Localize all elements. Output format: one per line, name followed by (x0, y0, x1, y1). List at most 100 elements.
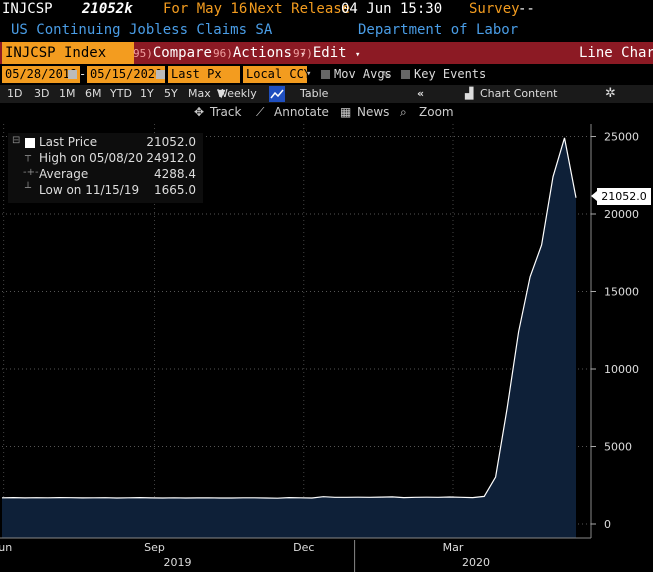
legend-last-price-value: 21052.0 (146, 135, 196, 149)
y-tick-label: 0 (604, 518, 611, 531)
next-release-label: Next Release (249, 1, 351, 17)
range-5y[interactable]: 5Y (164, 87, 178, 100)
y-tick-label: 10000 (604, 363, 639, 376)
track-icon: ✥ (194, 105, 205, 119)
field-selector[interactable]: Last Px (168, 66, 240, 83)
mov-avgs-label: Mov Avgs (334, 67, 392, 81)
parameters-row: 05/28/2019 - 05/15/2020 Last Px Local CC… (0, 66, 653, 84)
range-ytd[interactable]: YTD (110, 87, 132, 100)
chart-type-title: Line Chart (579, 45, 653, 61)
legend-high-value: 24912.0 (146, 151, 196, 165)
key-events-checkbox[interactable] (401, 70, 410, 79)
survey-label: Survey (469, 1, 520, 17)
actions-dropdown-icon: ▾ (300, 50, 306, 60)
x-tick-label: Sep (144, 541, 165, 554)
chart-legend: ⊟ Last Price 21052.0 ┬ High on 05/08/20 … (8, 133, 203, 203)
annotate-icon: ⟋ (256, 105, 265, 119)
legend-low-label: Low on 11/15/19 (39, 183, 140, 197)
description-row: US Continuing Jobless Claims SA Departme… (0, 21, 653, 41)
for-date: For May 16 (163, 1, 248, 17)
legend-average-label: Average (39, 167, 89, 181)
range-1d[interactable]: 1D (7, 87, 23, 100)
search-icon: ⌕ (400, 105, 407, 119)
function-toolbar: INJCSP Index 95)Compare 96)Actions ▾ 97)… (0, 42, 653, 64)
actions-button[interactable]: 96)Actions ▾ (213, 42, 306, 64)
range-bar: 1D 3D 1M 6M YTD 1Y 5Y Max Weekly ▼ Table… (0, 85, 653, 103)
key-events-label: Key Events (414, 67, 487, 81)
collapse-icon[interactable]: ⊟ (12, 135, 21, 146)
legend-high-label: High on 05/08/20 (39, 151, 144, 165)
edit-hotkey: 97) (293, 47, 313, 60)
news-button[interactable]: News (357, 105, 390, 119)
date-separator: - (79, 67, 87, 81)
legend-average: -+- Average 4288.4 (8, 167, 198, 183)
year-label: 2019 (163, 556, 191, 569)
x-tick-label: Dec (293, 541, 314, 554)
x-tick-label: Mar (443, 541, 464, 554)
range-1m[interactable]: 1M (59, 87, 76, 100)
range-1y[interactable]: 1Y (140, 87, 154, 100)
data-source: Department of Labor (358, 22, 519, 38)
x-tick-label: Jun (0, 541, 12, 554)
legend-high: ┬ High on 05/08/20 24912.0 (8, 151, 198, 167)
legend-last-price-label: Last Price (39, 135, 98, 149)
zoom-button[interactable]: Zoom (419, 105, 454, 119)
y-tick-label: 5000 (604, 441, 632, 454)
edit-button[interactable]: 97)Edit ▾ (293, 42, 360, 64)
news-icon: ▦ (340, 105, 352, 119)
currency-dropdown-icon[interactable]: ▾ (306, 69, 312, 79)
chart-content-button[interactable]: Chart Content (480, 87, 558, 100)
survey-value: -- (518, 1, 535, 17)
legend-average-value: 4288.4 (154, 167, 196, 181)
annotate-button[interactable]: Annotate (274, 105, 329, 119)
range-3d[interactable]: 3D (34, 87, 50, 100)
mov-avgs-checkbox[interactable] (321, 70, 330, 79)
high-marker-icon: ┬ (25, 151, 32, 162)
average-marker-icon: -+- (23, 167, 39, 178)
chart-content-icon: ▟ (465, 87, 474, 100)
end-calendar-icon[interactable] (156, 70, 165, 79)
chart-tools: ✥ Track ⟋ Annotate ▦ News ⌕ Zoom (0, 104, 653, 122)
actions-label: Actions (232, 45, 292, 61)
x-axis: Jun Sep Dec Mar 2019 2020 (0, 540, 490, 572)
series-swatch (25, 138, 35, 148)
chevron-down-icon: ▼ (217, 87, 226, 100)
legend-low-value: 1665.0 (154, 183, 196, 197)
edit-dropdown-icon: ▾ (355, 50, 361, 60)
table-button[interactable]: Table (300, 87, 329, 100)
series-line (1, 137, 577, 499)
y-tick-label: 15000 (604, 286, 639, 299)
line-chart-icon[interactable] (269, 86, 285, 102)
legend-last-price[interactable]: ⊟ Last Price 21052.0 (8, 135, 198, 151)
year-label: 2020 (462, 556, 490, 569)
ticker: INJCSP (2, 1, 53, 17)
security-description: US Continuing Jobless Claims SA (11, 22, 273, 38)
compare-button[interactable]: 95)Compare (133, 42, 212, 64)
edit-label: Edit (312, 45, 347, 61)
price-chart[interactable]: 0 5000 10000 15000 20000 25000 Jun Sep Dec Mar 20… (0, 124, 653, 572)
start-date-field[interactable]: 05/28/2019 (2, 66, 81, 83)
track-button[interactable]: Track (210, 105, 242, 119)
start-calendar-icon[interactable] (68, 70, 77, 79)
security-field[interactable]: INJCSP Index (2, 42, 134, 64)
low-marker-icon: ┴ (25, 183, 32, 194)
line-chart-icon-glyph (270, 89, 284, 99)
frequency-label: Weekly (217, 87, 257, 100)
actions-hotkey: 96) (213, 47, 233, 60)
pencil-icon[interactable]: ✎ (382, 67, 390, 81)
compare-label: Compare (152, 45, 212, 61)
y-tick-label: 25000 (604, 131, 639, 144)
gear-icon[interactable]: ✲ (605, 86, 616, 101)
compare-hotkey: 95) (133, 47, 153, 60)
last-price-tag: 21052.0 (591, 188, 651, 205)
currency-selector[interactable]: Local CCY (243, 66, 311, 83)
last-value: 21052k (82, 1, 133, 17)
legend-low: ┴ Low on 11/15/19 1665.0 (8, 183, 198, 199)
range-6m[interactable]: 6M (85, 87, 102, 100)
y-tick-label: 20000 (604, 208, 639, 221)
next-release-date: 04 Jun 15:30 (341, 1, 443, 17)
security-header: INJCSP 21052k For May 16 Next Release 04… (0, 0, 653, 20)
range-max[interactable]: Max (188, 87, 211, 100)
end-date-field[interactable]: 05/15/2020 (87, 66, 166, 83)
collapse-left-icon[interactable]: « (417, 87, 425, 100)
